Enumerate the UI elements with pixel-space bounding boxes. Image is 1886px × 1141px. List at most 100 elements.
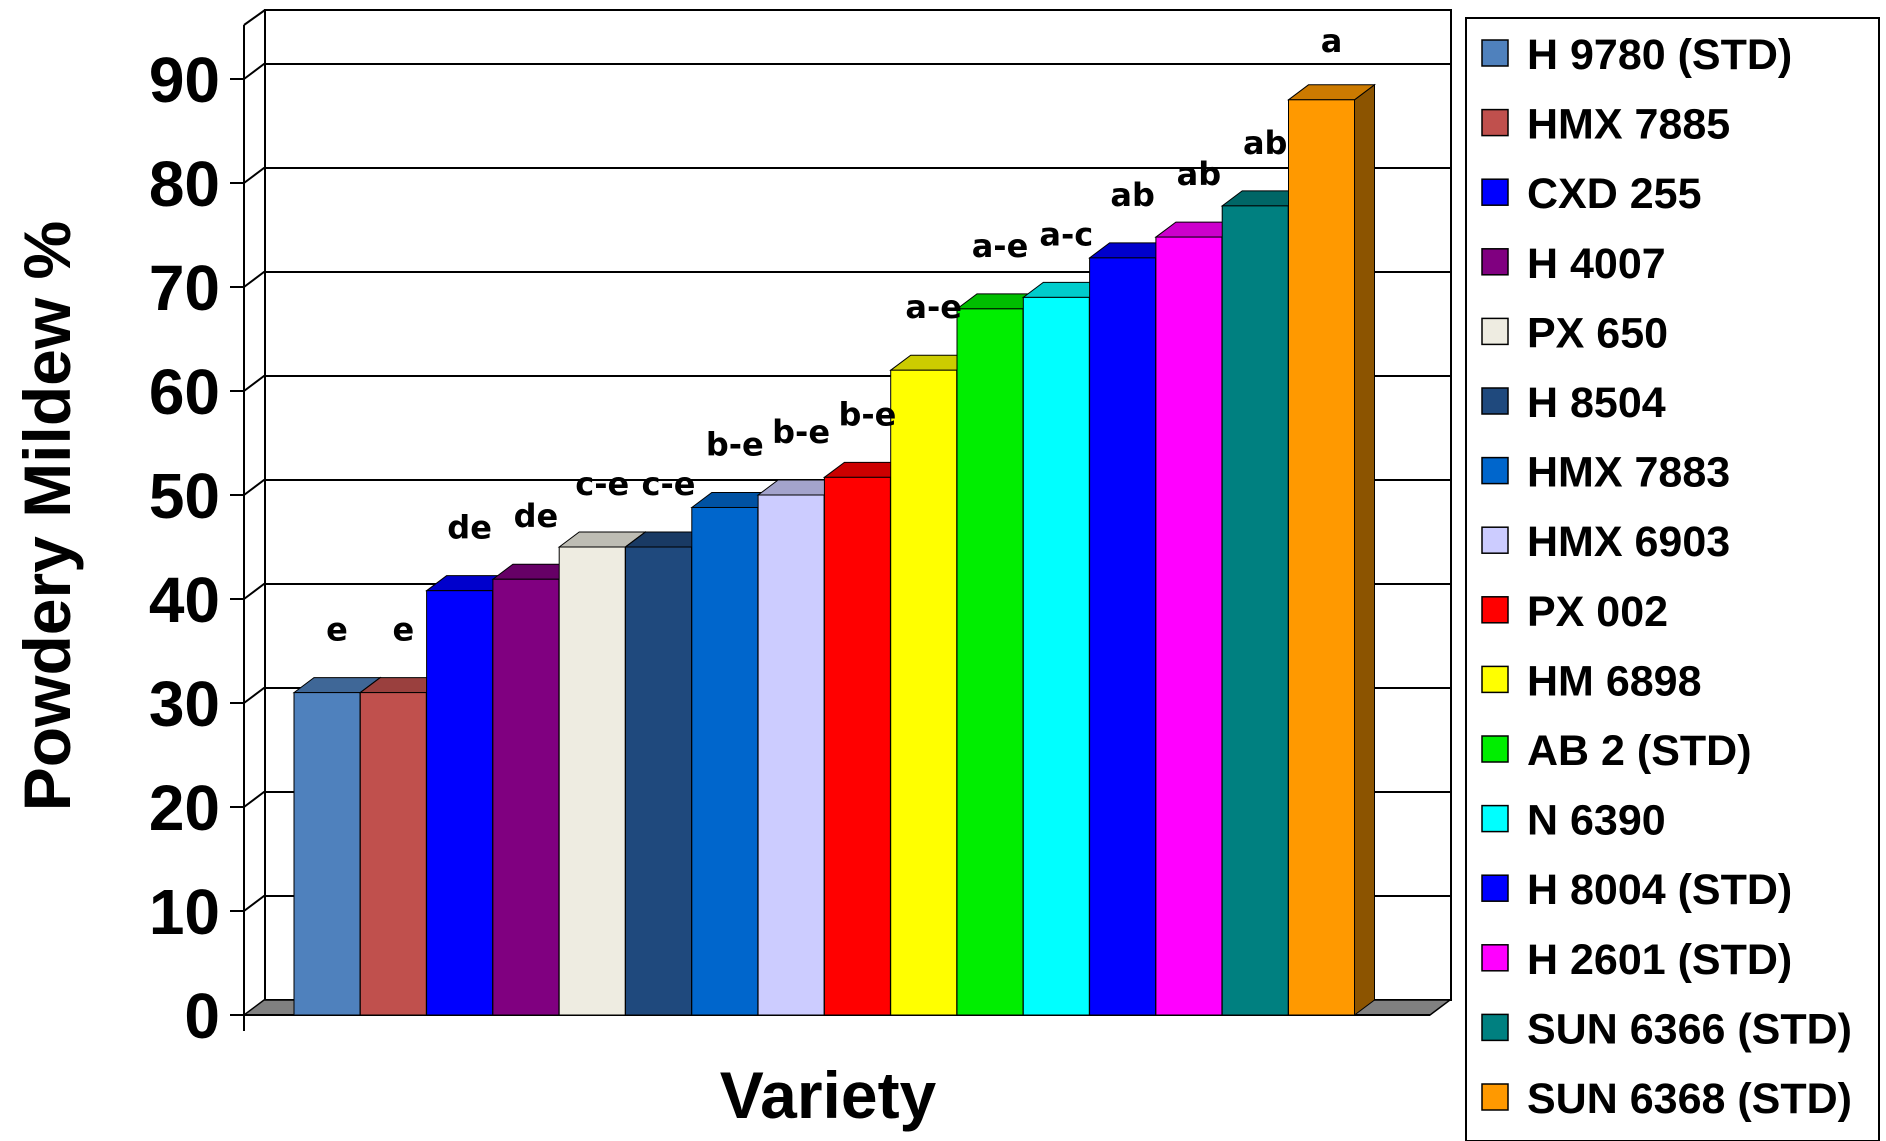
legend-frame xyxy=(1465,17,1880,1141)
legend-swatch xyxy=(1481,248,1509,276)
legend-swatch xyxy=(1481,1083,1509,1111)
legend-swatch xyxy=(1481,178,1509,206)
legend-label: H 8504 xyxy=(1527,379,1666,427)
legend-item: PX 650 xyxy=(1481,309,1668,357)
significance-label: e xyxy=(326,611,348,649)
legend-label: HMX 7883 xyxy=(1527,449,1730,497)
gridline xyxy=(243,271,1450,288)
significance-label: b-e xyxy=(772,413,830,451)
bar xyxy=(1287,83,1376,1016)
legend-label: N 6390 xyxy=(1527,797,1666,845)
significance-label: c-e xyxy=(575,465,629,503)
legend-item: HMX 7885 xyxy=(1481,101,1730,149)
legend-item: H 4007 xyxy=(1481,240,1666,288)
legend-swatch xyxy=(1481,944,1509,972)
legend-swatch xyxy=(1481,387,1509,415)
significance-label: a-e xyxy=(905,288,962,326)
y-tick-label: 60 xyxy=(149,356,220,428)
legend-swatch xyxy=(1481,665,1509,694)
legend-swatch xyxy=(1481,456,1509,485)
x-axis-title: Variety xyxy=(720,1058,937,1132)
legend-item: H 8504 xyxy=(1481,379,1666,427)
legend-label: PX 650 xyxy=(1527,309,1668,357)
legend-label: H 4007 xyxy=(1527,240,1666,288)
significance-label: ab xyxy=(1243,124,1288,162)
y-tick-label: 10 xyxy=(149,876,220,948)
legend-item: PX 002 xyxy=(1481,588,1668,636)
legend-label: H 9780 (STD) xyxy=(1527,31,1792,79)
legend-item: H 8004 (STD) xyxy=(1481,866,1792,914)
bar-front xyxy=(1022,296,1090,1016)
bar-front xyxy=(625,546,692,1016)
legend-item: H 9780 (STD) xyxy=(1481,31,1792,79)
bar-front xyxy=(890,369,958,1016)
bar-front xyxy=(1288,99,1355,1016)
bar-front xyxy=(1221,205,1289,1016)
y-axis: 0 10 20 30 40 50 60 70 80 90 xyxy=(149,25,245,1052)
bar-front xyxy=(1155,236,1223,1016)
legend-label: PX 002 xyxy=(1527,588,1668,636)
significance-label: c-e xyxy=(642,465,696,503)
significance-label: e xyxy=(392,611,414,649)
legend-item: SUN 6368 (STD) xyxy=(1481,1075,1852,1123)
significance-label: b-e xyxy=(838,395,896,433)
bar-front xyxy=(823,476,891,1016)
legend-label: H 8004 (STD) xyxy=(1527,866,1792,914)
legend: H 9780 (STD) HMX 7885 CXD 255 H 4007 PX 650 H… xyxy=(1465,17,1880,1141)
bar-front xyxy=(956,308,1024,1016)
legend-item: HM 6898 xyxy=(1481,657,1701,705)
bar-front xyxy=(293,692,361,1016)
bar-front xyxy=(492,578,560,1016)
y-axis-title: Powdery Mildew % xyxy=(10,221,84,811)
bar-front xyxy=(1089,257,1157,1016)
legend-label: CXD 255 xyxy=(1527,170,1701,218)
legend-swatch xyxy=(1481,317,1509,346)
legend-label: HMX 7885 xyxy=(1527,101,1730,149)
legend-swatch xyxy=(1481,596,1509,624)
y-tick-label: 70 xyxy=(149,252,220,324)
significance-label: a-c xyxy=(1039,215,1093,253)
legend-swatch xyxy=(1481,526,1509,554)
bars xyxy=(292,83,1376,1017)
legend-item: HMX 6903 xyxy=(1481,518,1730,566)
legend-label: HMX 6903 xyxy=(1527,518,1730,566)
legend-item: SUN 6366 (STD) xyxy=(1481,1005,1852,1053)
legend-swatch xyxy=(1481,804,1509,833)
legend-label: AB 2 (STD) xyxy=(1527,727,1752,775)
y-tick-label: 80 xyxy=(149,148,220,220)
significance-label: a-e xyxy=(972,227,1029,265)
legend-swatch xyxy=(1481,1013,1509,1042)
significance-label: ab xyxy=(1177,155,1222,193)
legend-swatch xyxy=(1481,874,1509,902)
legend-item: H 2601 (STD) xyxy=(1481,936,1792,984)
gridline xyxy=(243,167,1450,184)
legend-item: HMX 7883 xyxy=(1481,449,1730,497)
legend-label: SUN 6368 (STD) xyxy=(1527,1075,1852,1123)
legend-swatch xyxy=(1481,39,1509,67)
legend-label: SUN 6366 (STD) xyxy=(1527,1005,1852,1053)
significance-label: de xyxy=(447,509,492,547)
legend-label: HM 6898 xyxy=(1527,657,1701,705)
legend-item: AB 2 (STD) xyxy=(1481,727,1752,775)
bar-front xyxy=(757,494,825,1016)
significance-label: ab xyxy=(1110,176,1155,214)
bar-front xyxy=(426,590,494,1016)
significance-label: b-e xyxy=(706,425,764,463)
y-tick-label: 0 xyxy=(184,980,220,1052)
y-tick-label: 40 xyxy=(149,564,220,636)
wall-depth-line xyxy=(243,9,266,26)
bar-front xyxy=(691,506,759,1016)
significance-label: de xyxy=(514,497,559,535)
legend-item: N 6390 xyxy=(1481,797,1666,845)
y-tick-label: 90 xyxy=(149,44,220,116)
gridline xyxy=(243,63,1450,80)
significance-label: a xyxy=(1321,22,1343,60)
bar-side xyxy=(1354,83,1375,1016)
y-tick-label: 20 xyxy=(149,772,220,844)
legend-label: H 2601 (STD) xyxy=(1527,936,1792,984)
y-tick-label: 30 xyxy=(149,668,220,740)
bar-front xyxy=(558,546,626,1016)
legend-items: H 9780 (STD) HMX 7885 CXD 255 H 4007 PX 650 H… xyxy=(1481,31,1852,1123)
